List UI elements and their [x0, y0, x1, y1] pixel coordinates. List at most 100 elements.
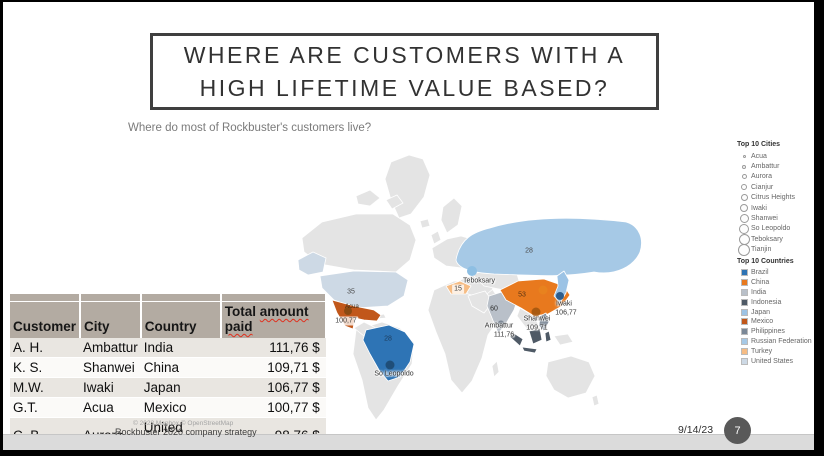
size-circle-icon	[737, 223, 751, 234]
country-usa-alaska	[297, 251, 327, 276]
world-map: 35 Acua 100,77 28 So Leopoldo 28 Teboksa…	[296, 148, 737, 425]
map-label-sao-leopoldo: So Leopoldo	[374, 370, 414, 378]
city-dot-iwaki	[556, 292, 564, 300]
map-label-iwaki: Iwaki	[556, 300, 572, 308]
country-china	[499, 278, 571, 317]
color-swatch-icon	[737, 328, 751, 336]
color-swatch-icon	[737, 269, 751, 277]
legend-country-item: Japan	[737, 307, 812, 317]
size-circle-icon	[737, 174, 751, 180]
size-circle-icon	[737, 154, 751, 158]
table-row: G.T. Acua Mexico 100,77 $	[10, 397, 326, 418]
col-header-customer: Customer	[10, 301, 82, 338]
table-row: K. S. Shanwei China 109,71 $	[10, 357, 326, 378]
city-dot-acua	[344, 307, 352, 315]
legend-country-item: Philippines	[737, 327, 812, 337]
color-swatch-icon	[737, 337, 751, 345]
size-circle-icon	[737, 164, 751, 169]
table-row: M.W. Iwaki Japan 106,77 $	[10, 377, 326, 398]
region-scandinavia	[440, 197, 463, 234]
size-circle-icon	[737, 184, 751, 191]
size-circle-icon	[737, 194, 751, 202]
map-label-ambattur: Ambattur	[484, 322, 514, 330]
city-dot-tianjin	[538, 285, 548, 295]
country-indonesia-sulawesi	[544, 330, 552, 343]
map-label-turkey-count: 15	[452, 284, 464, 294]
legend-city-item: Shanwei	[737, 213, 795, 224]
city-dot-shanwei	[531, 307, 541, 317]
color-swatch-icon	[737, 308, 751, 316]
legend-countries-title: Top 10 Countries	[737, 258, 794, 265]
size-circle-icon	[737, 204, 751, 213]
map-label-shanwei-value: 109,71	[526, 324, 548, 332]
map-label-brazil-count: 28	[384, 335, 392, 343]
map-label-russia-count: 28	[525, 247, 533, 255]
city-dot-ambattur	[497, 320, 505, 328]
footer-strip	[3, 435, 814, 450]
map-label-teboksary: Teboksary	[463, 277, 495, 285]
region-new-guinea	[553, 333, 574, 346]
map-label-shanwei: Shanwei	[523, 315, 551, 323]
arctic-island	[355, 189, 381, 207]
title-box: WHERE ARE CUSTOMERS WITH A HIGH LIFETIME…	[150, 33, 659, 110]
legend-country-item: Mexico	[737, 317, 812, 327]
color-swatch-icon	[737, 347, 751, 355]
city-dot-sao-leopoldo	[385, 360, 395, 370]
map-label-china-count: 53	[518, 291, 526, 299]
legend-country-item: Brazil	[737, 268, 812, 278]
spellcheck-squiggle: amount paid	[224, 304, 309, 334]
map-label-us-count: 35	[347, 288, 355, 296]
world-map-svg	[297, 154, 642, 421]
legend-city-item: Tianjin	[737, 243, 795, 256]
map-attribution: © 2023 Mapbox © OpenStreetMap	[133, 420, 234, 427]
map-label-ambattur-value: 111,76	[493, 331, 515, 339]
col-header-country: Country	[140, 301, 222, 338]
map-label-india-count: 60	[490, 305, 498, 313]
page-number-badge: 7	[724, 417, 751, 444]
legend-city-item: So Leopoldo	[737, 223, 795, 234]
country-australia	[545, 355, 596, 399]
footer-date: 9/14/23	[678, 424, 714, 436]
legend-country-item: Turkey	[737, 346, 812, 356]
country-uk	[430, 230, 442, 245]
presentation-slide: WHERE ARE CUSTOMERS WITH A HIGH LIFETIME…	[3, 2, 814, 450]
legend-city-item: Aurora	[737, 172, 795, 182]
size-circle-icon	[737, 243, 751, 256]
legend-city-item: Cianjur	[737, 182, 795, 192]
color-swatch-icon	[737, 288, 751, 296]
country-new-zealand	[591, 394, 600, 407]
country-indonesia-sumatra	[509, 331, 524, 347]
map-label-acua-value: 100,77	[333, 316, 359, 326]
legend-cities-title: Top 10 Cities	[737, 141, 781, 148]
legend-country-item: United States	[737, 356, 812, 366]
map-label-iwaki-value: 106,77	[555, 309, 577, 317]
slide-title: WHERE ARE CUSTOMERS WITH A HIGH LIFETIME…	[183, 42, 626, 101]
country-indonesia-java	[521, 346, 538, 354]
country-brazil	[362, 324, 415, 382]
country-russia	[455, 217, 642, 277]
legend-country-item: India	[737, 288, 812, 298]
legend-country-item: Russian Federation	[737, 337, 812, 347]
color-swatch-icon	[737, 318, 751, 326]
country-madagascar	[491, 360, 500, 378]
map-label-acua-city: Acua	[345, 304, 359, 310]
size-circle-icon	[737, 214, 751, 224]
table-header-row: Customer City Country Total amount paid	[10, 301, 327, 338]
table-header-spacer	[10, 294, 327, 302]
city-dot-teboksary	[467, 266, 477, 276]
legend-top-10-countries: Top 10 Countries Brazil China India Indo…	[737, 258, 812, 366]
country-usa	[319, 270, 409, 309]
legend-city-item: Ambattur	[737, 161, 795, 171]
legend-country-item: China	[737, 278, 812, 288]
table-row: A. H. Ambattur India 111,76 $	[10, 338, 326, 358]
legend-city-item: Iwaki	[737, 203, 795, 213]
footer-text: Rockbuster 2020 company strategy	[115, 427, 257, 437]
legend-country-item: Indonesia	[737, 297, 812, 307]
legend-city-item: Citrus Heights	[737, 193, 795, 203]
country-indonesia-borneo	[528, 328, 543, 345]
color-swatch-icon	[737, 298, 751, 306]
color-swatch-icon	[737, 357, 751, 365]
color-swatch-icon	[737, 279, 751, 287]
footer-divider	[3, 434, 814, 435]
col-header-total: Total amount paid	[220, 301, 327, 338]
